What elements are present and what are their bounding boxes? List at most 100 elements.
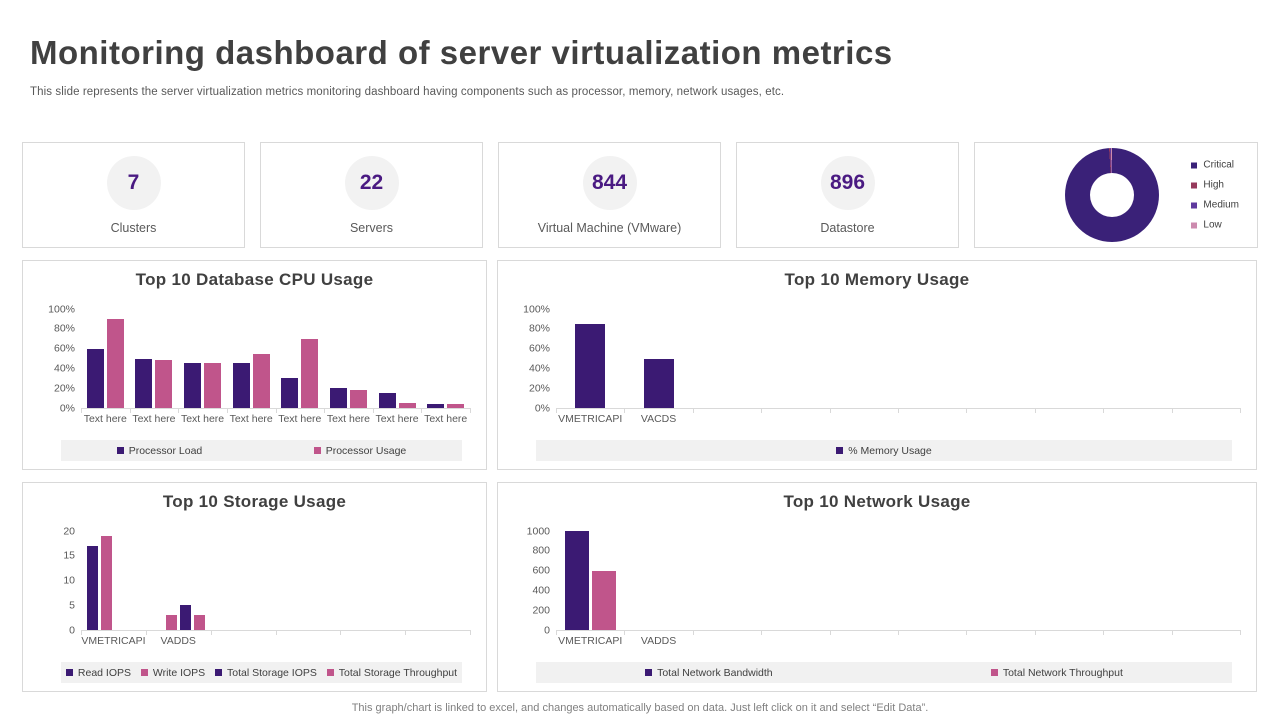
category-tick-mark: [81, 408, 82, 413]
network-usage-chart[interactable]: Top 10 Network Usage 0 200 400 600 800 1000 VM…: [497, 482, 1257, 692]
y-axis-tick-label: 100%: [48, 302, 75, 315]
legend-label: Total Storage Throughput: [338, 666, 458, 679]
cpu-usage-chart[interactable]: Top 10 Database CPU Usage 0% 20% 40% 60% 80%…: [22, 260, 487, 470]
category-tick-mark: [1103, 630, 1105, 635]
memory-usage-plot-area: 0% 20% 40% 60% 80% 100% VMETRICAPI VACDS % Memor…: [510, 299, 1242, 461]
category-tick-mark: [421, 408, 423, 413]
y-axis-tick-label: 40%: [528, 362, 550, 375]
legend-label: Total Storage IOPS: [227, 666, 317, 679]
bar: [447, 404, 465, 408]
bar: [193, 615, 205, 630]
category-tick-mark: [81, 630, 82, 635]
legend-label: High: [1203, 179, 1224, 191]
memory-usage-chart[interactable]: Top 10 Memory Usage 0% 20% 40% 60% 80% 100% VM…: [497, 260, 1257, 470]
cpu-usage-plot-area: 0% 20% 40% 60% 80% 100% Text here Text here Text…: [35, 299, 472, 461]
category-tick-mark: [898, 408, 899, 413]
bar: [575, 323, 606, 408]
category-tick-mark: [761, 630, 763, 635]
legend-item: Read IOPS: [65, 666, 132, 679]
chart-legend: Total Network Bandwidth Total Network Thr…: [536, 662, 1232, 683]
y-axis-tick-label: 800: [532, 544, 550, 557]
legend-label: % Memory Usage: [848, 444, 932, 457]
legend-item: Total Storage IOPS: [215, 667, 317, 679]
category-tick-mark: [898, 630, 899, 635]
bar-group: [966, 309, 1034, 408]
legend-marker: [116, 447, 124, 454]
bar-group: [405, 531, 470, 630]
category-tick-mark: [324, 408, 326, 413]
bar: [643, 358, 674, 408]
kpi-circle: 22: [344, 156, 399, 210]
bar: [564, 531, 589, 630]
kpi-circle: 844: [582, 156, 637, 210]
severity-legend: Critical High Medium Low: [1191, 160, 1239, 231]
y-axis-tick-label: 400: [532, 584, 550, 597]
chart-title: Top 10 Database CPU Usage: [135, 270, 374, 289]
legend-item: Critical: [1191, 160, 1239, 171]
legend-marker: [836, 447, 844, 454]
category-tick-mark: [405, 630, 407, 635]
category-tick-mark: [556, 408, 557, 413]
kpi-circle: 896: [820, 156, 875, 210]
category-tick-mark: [145, 630, 147, 635]
legend-item: Processor Load: [116, 445, 202, 457]
legend-item: % Memory Usage: [836, 444, 932, 457]
y-axis-tick-label: 0: [544, 623, 550, 636]
y-axis-tick-label: 5: [69, 599, 75, 611]
bar: [301, 338, 319, 408]
kpi-card-virtual-machines: 844 Virtual Machine (VMware): [498, 142, 721, 248]
category-label: VADDS: [160, 635, 196, 647]
category-tick-mark: [761, 408, 763, 413]
y-axis-tick-label: 1000: [526, 524, 550, 537]
category-tick-mark: [1240, 630, 1241, 635]
bar: [427, 404, 445, 408]
kpi-label: Clusters: [110, 221, 157, 235]
page-subtitle: This slide represents the server virtual…: [30, 86, 785, 98]
bar-group: [898, 531, 966, 630]
category-tick-mark: [1240, 408, 1241, 413]
bar-group: [373, 309, 422, 408]
legend-item: Low: [1191, 220, 1239, 231]
category-tick-mark: [829, 630, 831, 635]
bar-group: [1035, 309, 1103, 408]
legend-item: Medium: [1191, 200, 1239, 211]
bar-group: [830, 531, 898, 630]
legend-label: Low: [1203, 219, 1222, 231]
legend-label: Read IOPS: [77, 666, 132, 679]
legend-marker: [313, 447, 321, 454]
y-axis-tick-label: 80%: [53, 322, 75, 335]
storage-usage-plot-area: 0 5 10 15 20 VMETRICAPI VADDS Read IOPS Write IO…: [35, 521, 472, 683]
bar-group: [761, 531, 829, 630]
category-tick-mark: [178, 408, 180, 413]
bar: [179, 605, 191, 630]
kpi-row: 7 Clusters 22 Servers 844 Virtual Machin…: [22, 142, 1258, 248]
category-label: Text here: [326, 413, 371, 425]
category-tick-mark: [556, 630, 557, 635]
kpi-label: Servers: [349, 221, 394, 235]
bar-group: [830, 309, 898, 408]
category-tick-mark: [1171, 630, 1173, 635]
legend-marker: [140, 669, 148, 676]
bar-group: [1172, 531, 1240, 630]
bar: [329, 388, 347, 408]
category-label: Text here: [83, 413, 127, 425]
category-tick-mark: [340, 630, 342, 635]
footer-note: This graph/chart is linked to excel, and…: [351, 702, 929, 714]
legend-label: Medium: [1203, 199, 1239, 211]
y-axis-tick-label: 10: [63, 574, 75, 587]
chart-title: Top 10 Memory Usage: [784, 270, 970, 289]
network-usage-plot-area: 0 200 400 600 800 1000 VMETRICAPI VADDS Total Ne…: [510, 521, 1242, 683]
bar-group: [276, 309, 325, 408]
bar: [106, 318, 124, 408]
chart-plot: 0% 20% 40% 60% 80% 100% Text here Text here Text…: [48, 304, 471, 425]
category-label: Text here: [180, 413, 225, 425]
severity-donut-chart[interactable]: Critical High Medium Low: [974, 142, 1258, 248]
y-axis-tick-label: 100%: [523, 302, 550, 315]
bar: [100, 535, 112, 630]
bar-group: [1035, 531, 1103, 630]
y-axis-tick-label: 20%: [528, 381, 550, 394]
kpi-label: Datastore: [820, 221, 875, 235]
bar: [135, 358, 153, 408]
storage-usage-chart[interactable]: Top 10 Storage Usage 0 5 10 15 20 VMETRICAPI V…: [22, 482, 487, 692]
